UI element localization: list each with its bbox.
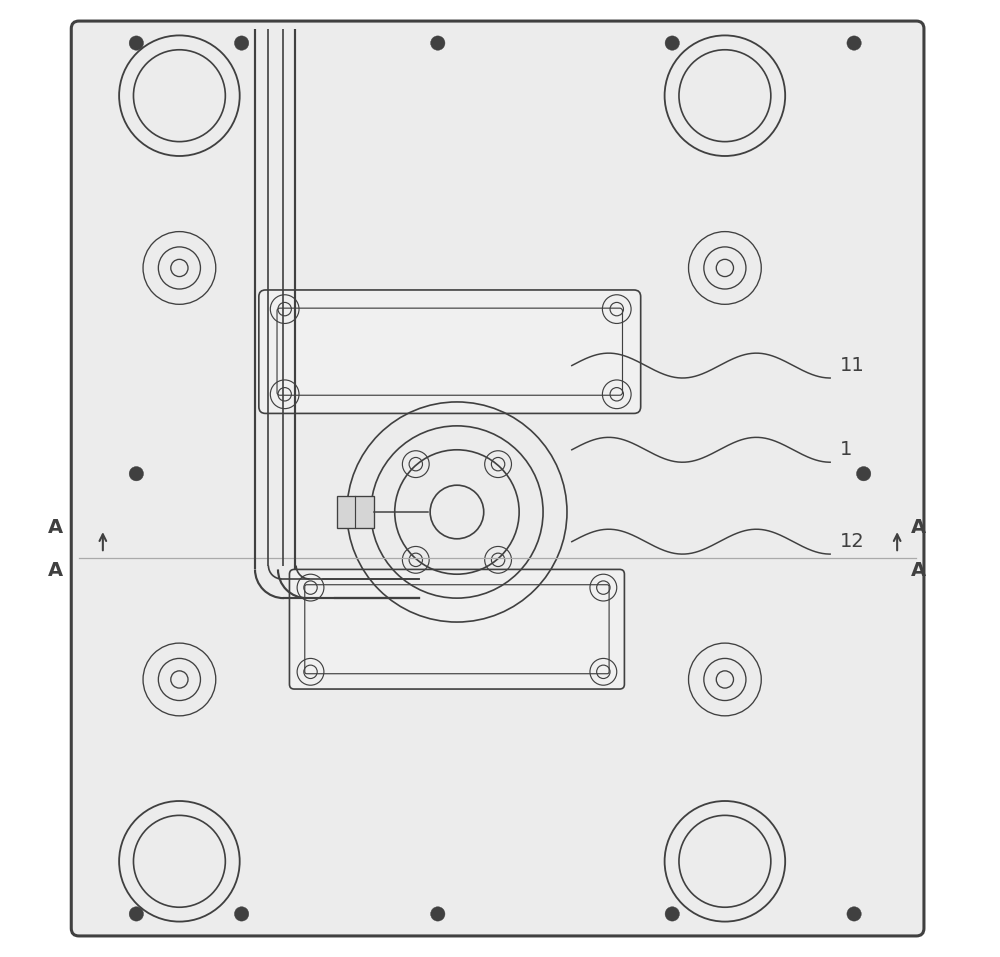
Circle shape bbox=[856, 466, 871, 480]
Circle shape bbox=[129, 466, 144, 480]
Bar bbox=[337, 496, 374, 528]
FancyBboxPatch shape bbox=[305, 585, 609, 674]
Circle shape bbox=[431, 907, 445, 921]
Circle shape bbox=[431, 35, 445, 50]
Circle shape bbox=[847, 35, 861, 50]
FancyBboxPatch shape bbox=[71, 21, 924, 936]
FancyBboxPatch shape bbox=[259, 290, 641, 413]
Text: A: A bbox=[47, 561, 63, 580]
Text: 11: 11 bbox=[840, 356, 864, 375]
Text: 1: 1 bbox=[840, 440, 852, 459]
Text: A: A bbox=[911, 561, 926, 580]
Circle shape bbox=[665, 907, 679, 921]
Text: A: A bbox=[911, 518, 926, 537]
FancyBboxPatch shape bbox=[289, 569, 624, 689]
Circle shape bbox=[665, 35, 679, 50]
Circle shape bbox=[847, 907, 861, 921]
Circle shape bbox=[129, 907, 144, 921]
FancyBboxPatch shape bbox=[277, 308, 622, 395]
Text: 12: 12 bbox=[840, 532, 864, 551]
Circle shape bbox=[129, 35, 144, 50]
Text: A: A bbox=[47, 518, 63, 537]
Circle shape bbox=[234, 907, 249, 921]
Circle shape bbox=[234, 35, 249, 50]
